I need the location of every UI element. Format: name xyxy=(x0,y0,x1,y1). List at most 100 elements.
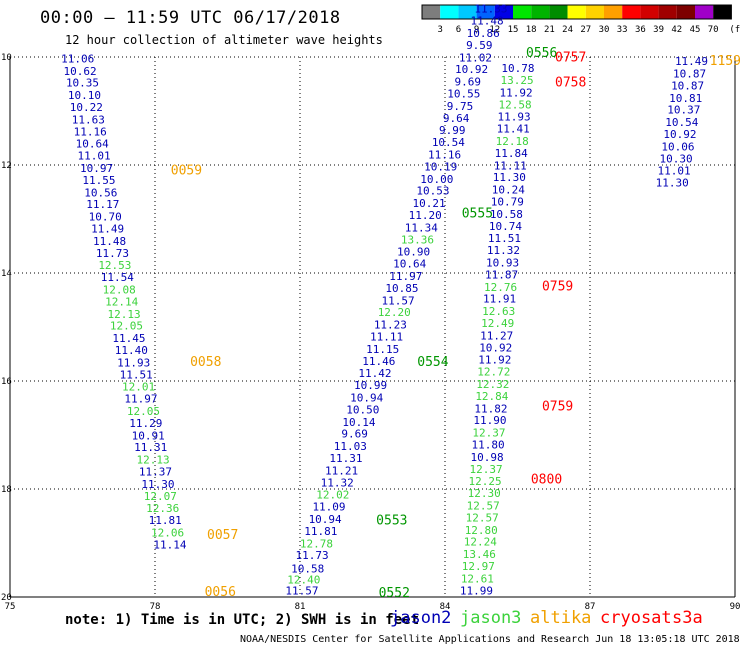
wave-height-value: 10.14 xyxy=(342,416,375,429)
color-swatch xyxy=(604,5,623,19)
wave-height-value: 11.57 xyxy=(382,294,415,307)
wave-height-value: 11.49 xyxy=(675,55,708,68)
color-swatch xyxy=(640,5,659,19)
pass-time-label: 0759 xyxy=(542,400,573,415)
wave-height-value: 11.40 xyxy=(115,344,148,357)
color-swatch xyxy=(494,5,513,19)
color-swatch xyxy=(695,5,714,19)
colorbar-tick-label: 24 xyxy=(562,25,573,35)
wave-height-value: 11.45 xyxy=(112,332,145,345)
wave-height-value: 10.06 xyxy=(661,140,694,153)
wave-height-value: 11.57 xyxy=(285,584,318,597)
wave-height-value: 13.46 xyxy=(463,548,496,561)
wave-height-value: 11.23 xyxy=(374,319,407,332)
wave-height-value: 11.31 xyxy=(134,441,167,454)
wave-height-value: 13.25 xyxy=(500,74,533,87)
wave-height-value: 9.99 xyxy=(439,124,466,137)
wave-height-value: 12.18 xyxy=(496,135,529,148)
legend-jason3: jason3 xyxy=(460,608,522,628)
wave-height-value: 13.36 xyxy=(401,233,434,246)
legend-jason2: jason2 xyxy=(390,608,452,628)
wave-height-value: 11.84 xyxy=(495,147,528,160)
wave-height-value: 10.94 xyxy=(350,392,383,405)
wave-height-value: 11.48 xyxy=(470,15,503,28)
pass-time-labels: 0059 0058 0057 0056 0552 0553 0554 0555 05560757… xyxy=(171,46,740,601)
wave-height-value: 12.72 xyxy=(477,366,510,379)
color-swatch xyxy=(676,5,695,19)
color-swatch xyxy=(585,5,604,19)
colorbar-tick-label: 3 xyxy=(437,25,442,35)
color-swatch xyxy=(567,5,586,19)
colorbar-tick-label: 12 xyxy=(489,25,500,35)
color-swatch xyxy=(476,5,495,19)
wave-height-value: 11.03 xyxy=(334,440,367,453)
wave-height-value: 11.27 xyxy=(480,329,513,342)
wave-height-value: 10.78 xyxy=(501,62,534,75)
colorbar-tick-label: 18 xyxy=(526,25,537,35)
wave-height-value: 11.73 xyxy=(296,549,329,562)
wave-height-value: 10.37 xyxy=(667,104,700,117)
wave-height-value: 12.36 xyxy=(146,502,179,515)
wave-height-value: 10.19 xyxy=(424,160,457,173)
wave-height-value: 11.90 xyxy=(473,414,506,427)
latitude-tick-label: 12 xyxy=(1,161,12,171)
wave-height-value: 11.16 xyxy=(428,149,461,162)
wave-height-value: 10.50 xyxy=(346,403,379,416)
wave-height-value: 11.92 xyxy=(478,354,511,367)
latitude-tick-label: 10 xyxy=(1,53,12,63)
colorbar-tick-label: 27 xyxy=(580,25,591,35)
wave-height-value: 11.93 xyxy=(117,356,150,369)
wave-height-value: 10.22 xyxy=(70,101,103,114)
wave-height-value: 10.24 xyxy=(492,184,525,197)
wave-height-value: 10.30 xyxy=(659,152,692,165)
wave-height-value: 11.11 xyxy=(494,159,527,172)
wave-height-value: 10.94 xyxy=(309,513,342,526)
pass-time-label: 0554 xyxy=(417,355,448,370)
wave-height-value: 10.91 xyxy=(132,429,165,442)
wave-height-value: 11.32 xyxy=(321,476,354,489)
wave-height-value: 12.84 xyxy=(475,390,508,403)
wave-height-value: 10.64 xyxy=(393,258,426,271)
units-note: note: 1) Time is in UTC; 2) SWH is in fe… xyxy=(65,612,420,628)
wave-height-value: 10.10 xyxy=(68,89,101,102)
pass-time-label: 0059 xyxy=(171,164,202,179)
wave-height-value: 10.90 xyxy=(397,246,430,259)
wave-height-value: 11.97 xyxy=(389,270,422,283)
wave-height-value: 9.64 xyxy=(443,112,470,125)
wave-height-value: 11.93 xyxy=(498,111,531,124)
wave-height-value: 11.30 xyxy=(656,177,689,190)
wave-height-value: 11.73 xyxy=(96,247,129,260)
wave-height-value: 12.32 xyxy=(476,378,509,391)
wave-height-value: 12.05 xyxy=(127,405,160,418)
wave-height-value: 9.69 xyxy=(341,428,368,441)
wave-height-value: 12.37 xyxy=(470,463,503,476)
longitude-tick-label: 78 xyxy=(150,602,161,612)
wave-height-value: 11.92 xyxy=(499,86,532,99)
wave-height-value: 10.64 xyxy=(76,138,109,151)
wave-height-value: 11.31 xyxy=(329,452,362,465)
satellite-pass-track-a: 11.0610.6210.3510.1010.2211.6311.1610.64… xyxy=(61,52,187,551)
pass-time-label: 0757 xyxy=(555,50,586,65)
wave-height-value: 11.82 xyxy=(474,402,507,415)
longitude-tick-label: 75 xyxy=(5,602,16,612)
wave-height-value: 12.08 xyxy=(103,284,136,297)
wave-height-value: 10.54 xyxy=(665,116,698,129)
wave-height-value: 11.80 xyxy=(471,439,504,452)
wave-height-value: 11.34 xyxy=(405,221,438,234)
satellite-pass-track-b: 11.5712.4010.5811.7312.7811.8110.9411.09… xyxy=(285,3,507,598)
wave-height-value: 11.32 xyxy=(487,244,520,257)
colorbar-tick-label: 30 xyxy=(599,25,610,35)
wave-height-value: 11.11 xyxy=(370,331,403,344)
wave-height-value: 11.17 xyxy=(86,198,119,211)
map-subtitle: 12 hour collection of altimeter wave hei… xyxy=(65,33,383,47)
color-swatch xyxy=(440,5,459,19)
colorbar-tick-label: 70 xyxy=(708,25,719,35)
wave-height-value: 11.16 xyxy=(74,125,107,138)
color-swatch xyxy=(531,5,550,19)
wave-height-value: 12.20 xyxy=(378,306,411,319)
colorbar-tick-label: 45 xyxy=(690,25,701,35)
color-swatch xyxy=(422,5,441,19)
